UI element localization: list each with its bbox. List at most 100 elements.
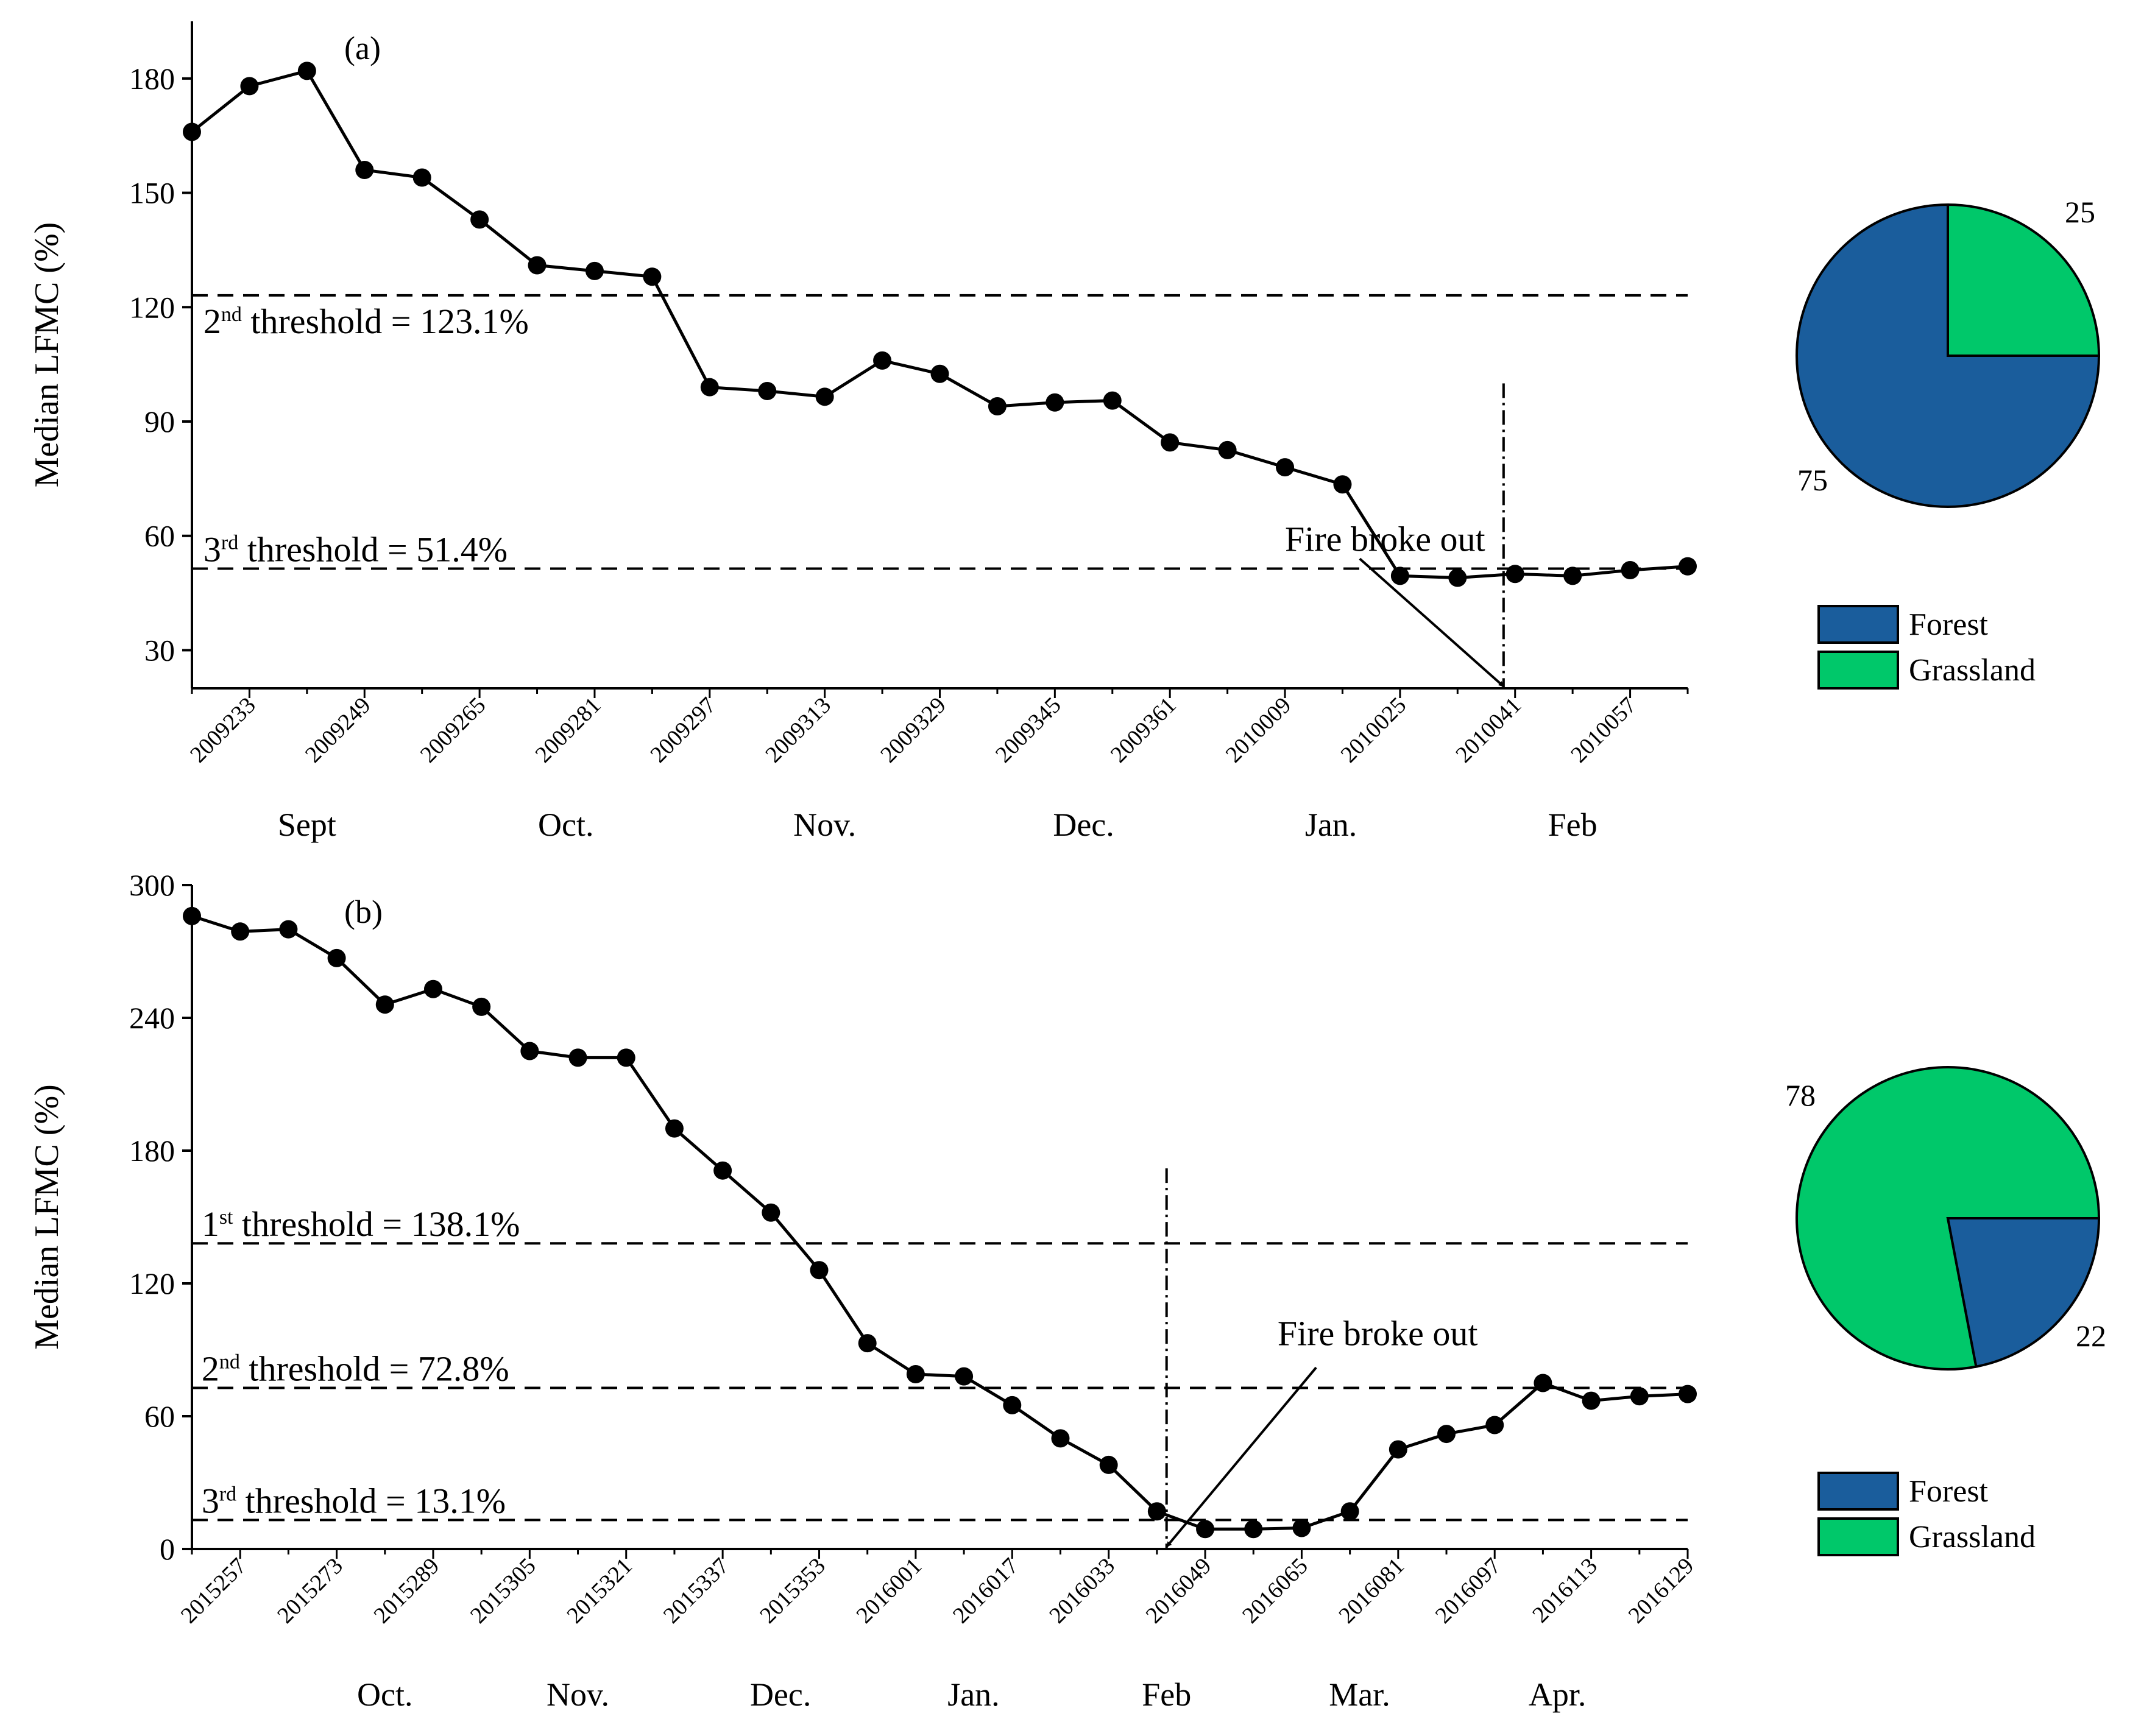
x-tick-label: 2016065 [1237,1553,1313,1629]
fire-event-arrow [1359,557,1505,688]
month-label: Feb [1142,1676,1191,1713]
fire-event-label: Fire broke out [1278,1314,1478,1353]
data-point [1161,433,1180,452]
data-point [1621,561,1640,580]
month-label: Nov. [547,1676,609,1713]
threshold-label: 2nd threshold = 72.8% [202,1349,509,1388]
data-point [1276,458,1295,477]
data-point [758,381,777,400]
y-tick-label: 300 [129,868,175,902]
x-tick-label: 2009249 [300,693,376,768]
data-point [183,122,201,141]
x-tick-label: 2015289 [369,1553,445,1629]
data-point [1389,1440,1407,1459]
panel-label: (a) [344,30,381,66]
data-point [858,1334,877,1353]
month-label: Mar. [1329,1676,1390,1713]
x-tick-label: 2009281 [531,693,606,768]
month-label: Oct. [357,1676,412,1713]
threshold-label: 1st threshold = 138.1% [202,1204,520,1244]
threshold-label: 2nd threshold = 123.1% [203,302,529,341]
data-point [520,1042,539,1060]
fire-event-arrow [1166,1366,1317,1548]
month-label: Nov. [793,806,856,843]
x-tick-label: 2015353 [755,1553,830,1629]
data-point [955,1367,974,1386]
data-point [906,1364,925,1383]
x-tick-label: 2016113 [1527,1553,1602,1628]
data-point [423,979,442,998]
x-tick-label: 2015305 [465,1553,541,1629]
legend-label-forest: Forest [1909,607,1989,642]
pie-label-grassland: 25 [2065,195,2095,229]
legend-label-grassland: Grassland [1909,653,2036,688]
month-label: Feb [1548,806,1597,843]
y-tick-label: 120 [129,1266,175,1300]
data-point [231,922,250,941]
month-label: Jan. [947,1676,999,1713]
threshold-text: threshold = 51.4% [238,530,508,570]
legend-swatch-forest [1817,1472,1899,1511]
legend-swatch-grassland [1817,1517,1899,1556]
data-point [528,256,547,275]
data-point [183,906,201,925]
data-point [1051,1429,1070,1448]
month-label: Jan. [1305,806,1357,843]
pie-slice-forest [1946,1217,2101,1368]
threshold-text: threshold = 123.1% [242,302,529,341]
threshold-text: threshold = 13.1% [236,1481,506,1520]
y-axis-title: Median LFMC (%) [28,222,66,488]
x-tick-label: 2015337 [659,1553,734,1629]
data-point [1340,1502,1359,1521]
data-point [1244,1520,1263,1539]
y-tick-label: 150 [129,176,175,210]
data-point [1003,1396,1022,1414]
x-tick-label: 2009361 [1106,693,1181,768]
y-tick-label: 180 [129,1134,175,1168]
data-point [762,1203,780,1222]
panel-a: 30 60 90 120 150 180 Median LFMC (%) 2009233 200… [28,21,2101,843]
data-point [327,948,346,967]
data-point [472,997,491,1016]
data-point [1390,566,1409,585]
pie-label-forest: 22 [2076,1319,2106,1353]
data-point [1292,1519,1311,1537]
data-point [617,1048,635,1067]
data-point [1103,391,1122,410]
threshold-label: 3rd threshold = 13.1% [202,1481,506,1520]
y-axis-title: Median LFMC (%) [28,1084,66,1350]
x-tick-label: 2015273 [272,1553,348,1629]
legend-swatch-grassland [1817,651,1899,690]
data-point [1437,1425,1456,1444]
y-tick-label: 180 [129,62,175,96]
x-tick-label: 2016129 [1624,1553,1699,1629]
x-tick-label: 2016017 [948,1553,1024,1629]
x-tick-label: 2009265 [416,693,491,768]
y-tick-label: 120 [129,290,175,324]
x-tick-label: 2016033 [1044,1553,1120,1629]
data-point [1218,440,1237,459]
threshold-ordinal: 2 [202,1349,219,1388]
data-point [988,397,1007,415]
x-tick-label: 2016081 [1334,1553,1409,1629]
x-tick-label: 2016001 [852,1553,927,1629]
data-point [930,364,949,383]
x-tick-label: 2010009 [1221,693,1297,768]
data-point [1333,475,1352,494]
data-point [700,378,719,397]
month-label: Dec. [750,1676,811,1713]
x-tick-label: 2015321 [562,1553,637,1629]
x-tick-label: 2010057 [1566,693,1641,768]
data-point [240,77,259,96]
data-point [1630,1387,1649,1406]
threshold-ordinal-suffix: rd [219,1483,236,1505]
data-point [815,387,834,406]
threshold-ordinal: 2 [203,302,221,341]
data-point [1679,557,1697,576]
x-tick-label: 2009345 [991,693,1066,768]
data-point [585,261,604,280]
data-point [1046,393,1064,412]
data-point [1534,1374,1552,1392]
data-point [1582,1391,1601,1410]
threshold-ordinal-suffix: st [219,1206,233,1229]
